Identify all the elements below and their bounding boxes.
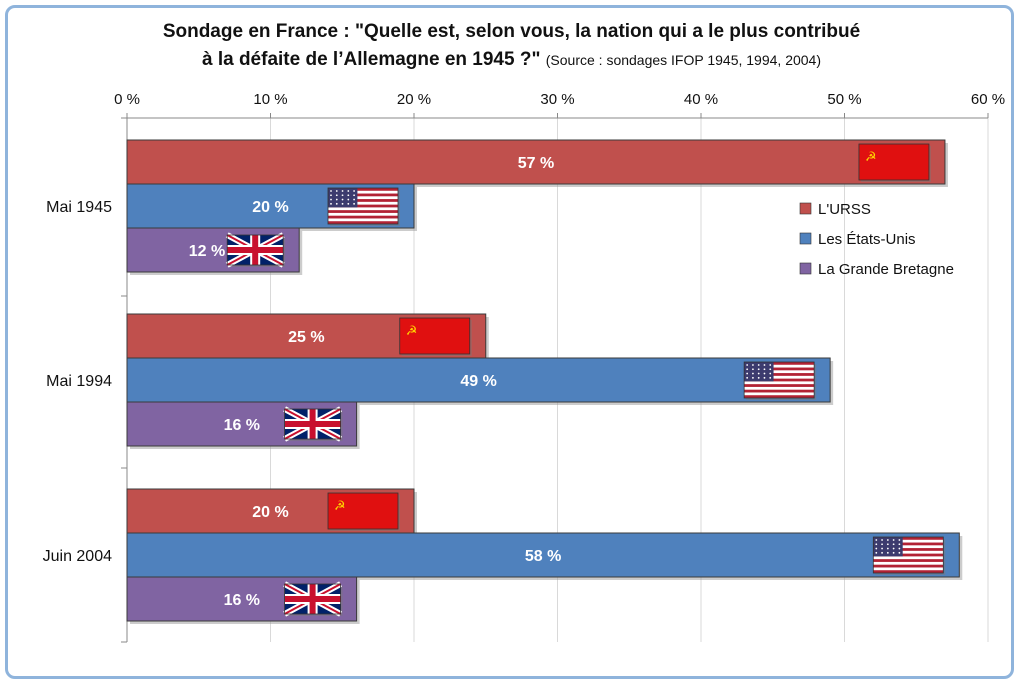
bar-value-label: 49 % — [460, 373, 496, 390]
bar — [126, 532, 960, 578]
bar-value-label: 16 % — [224, 417, 260, 434]
ussr-flag: ☭ — [399, 317, 472, 356]
x-tick-label: 0 % — [114, 91, 140, 108]
svg-text:☭: ☭ — [865, 150, 877, 165]
legend-swatch — [799, 202, 812, 215]
bar-value-label: 20 % — [252, 504, 288, 521]
ussr-flag: ☭ — [858, 143, 931, 182]
category-label: Mai 1994 — [46, 373, 112, 390]
x-tick-label: 50 % — [827, 91, 861, 108]
title-line-1: Sondage en France : "Quelle est, selon v… — [162, 21, 861, 42]
uk-flag — [225, 232, 286, 268]
title-line-2: à la défaite de l’Allemagne en 1945 ?" (… — [0, 46, 1023, 74]
x-tick-label: 10 % — [253, 91, 287, 108]
uk-flag — [283, 581, 343, 617]
legend: L'URSS Les États-Unis La Grande Bretagne — [799, 201, 954, 278]
category-label: Juin 2004 — [43, 548, 112, 565]
bar-value-label: 16 % — [224, 592, 260, 609]
legend-swatch — [799, 232, 812, 245]
bar — [126, 139, 946, 185]
chart-title: Sondage en France : "Quelle est, selon v… — [0, 18, 1023, 74]
usa-flag — [327, 187, 400, 226]
bar-value-label: 57 % — [518, 155, 554, 172]
svg-text:☭: ☭ — [406, 324, 418, 339]
legend-label: Les États-Unis — [818, 231, 916, 248]
legend-label: La Grande Bretagne — [818, 261, 954, 278]
uk-flag — [283, 406, 343, 442]
usa-flag — [743, 361, 817, 400]
usa-flag — [872, 536, 946, 575]
legend-swatch — [799, 262, 812, 275]
x-tick-label: 20 % — [397, 91, 431, 108]
bar — [126, 357, 831, 403]
title-line-2-text: à la défaite de l’Allemagne en 1945 ?" — [201, 49, 541, 70]
bar-value-label: 58 % — [525, 548, 561, 565]
x-tick-label: 40 % — [684, 91, 718, 108]
x-tick-label: 30 % — [540, 91, 574, 108]
bar-value-label: 20 % — [252, 199, 288, 216]
category-label: Mai 1945 — [46, 199, 112, 216]
legend-label: L'URSS — [818, 201, 871, 218]
x-tick-label: 60 % — [971, 91, 1005, 108]
ussr-flag: ☭ — [327, 492, 400, 531]
svg-text:☭: ☭ — [334, 499, 346, 514]
bar-value-label: 25 % — [288, 329, 324, 346]
chart-source: (Source : sondages IFOP 1945, 1994, 2004… — [545, 52, 822, 68]
bar-value-label: 12 % — [189, 243, 225, 260]
